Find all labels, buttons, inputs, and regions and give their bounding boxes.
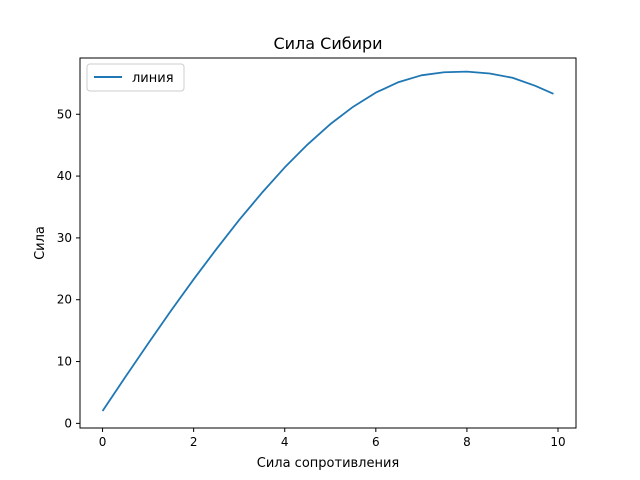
x-tick-label: 0 — [99, 435, 107, 449]
x-tick-label: 10 — [550, 435, 565, 449]
y-tick-label: 40 — [57, 169, 72, 183]
x-tick-label: 6 — [372, 435, 380, 449]
x-tick-label: 2 — [190, 435, 198, 449]
y-axis-label: Сила — [33, 226, 48, 260]
legend-box — [86, 63, 185, 92]
chart-title: Сила Сибири — [273, 34, 382, 53]
legend: линия — [86, 63, 185, 92]
x-tick-label: 4 — [281, 435, 289, 449]
series-line-0 — [101, 70, 554, 412]
x-tick-label: 8 — [463, 435, 471, 449]
plot-frame — [79, 57, 577, 429]
x-axis-label: Сила сопротивления — [257, 456, 400, 471]
legend-label: линия — [132, 71, 174, 86]
y-tick-label: 0 — [64, 416, 72, 430]
y-tick-label: 10 — [57, 355, 72, 369]
plot-layer — [101, 70, 554, 412]
ticks-layer: 0 2 4 6 8 10 0 10 20 30 40 50 — [57, 107, 566, 449]
y-tick-label: 50 — [57, 107, 72, 121]
y-tick-label: 20 — [57, 293, 72, 307]
y-tick-label: 30 — [57, 231, 72, 245]
